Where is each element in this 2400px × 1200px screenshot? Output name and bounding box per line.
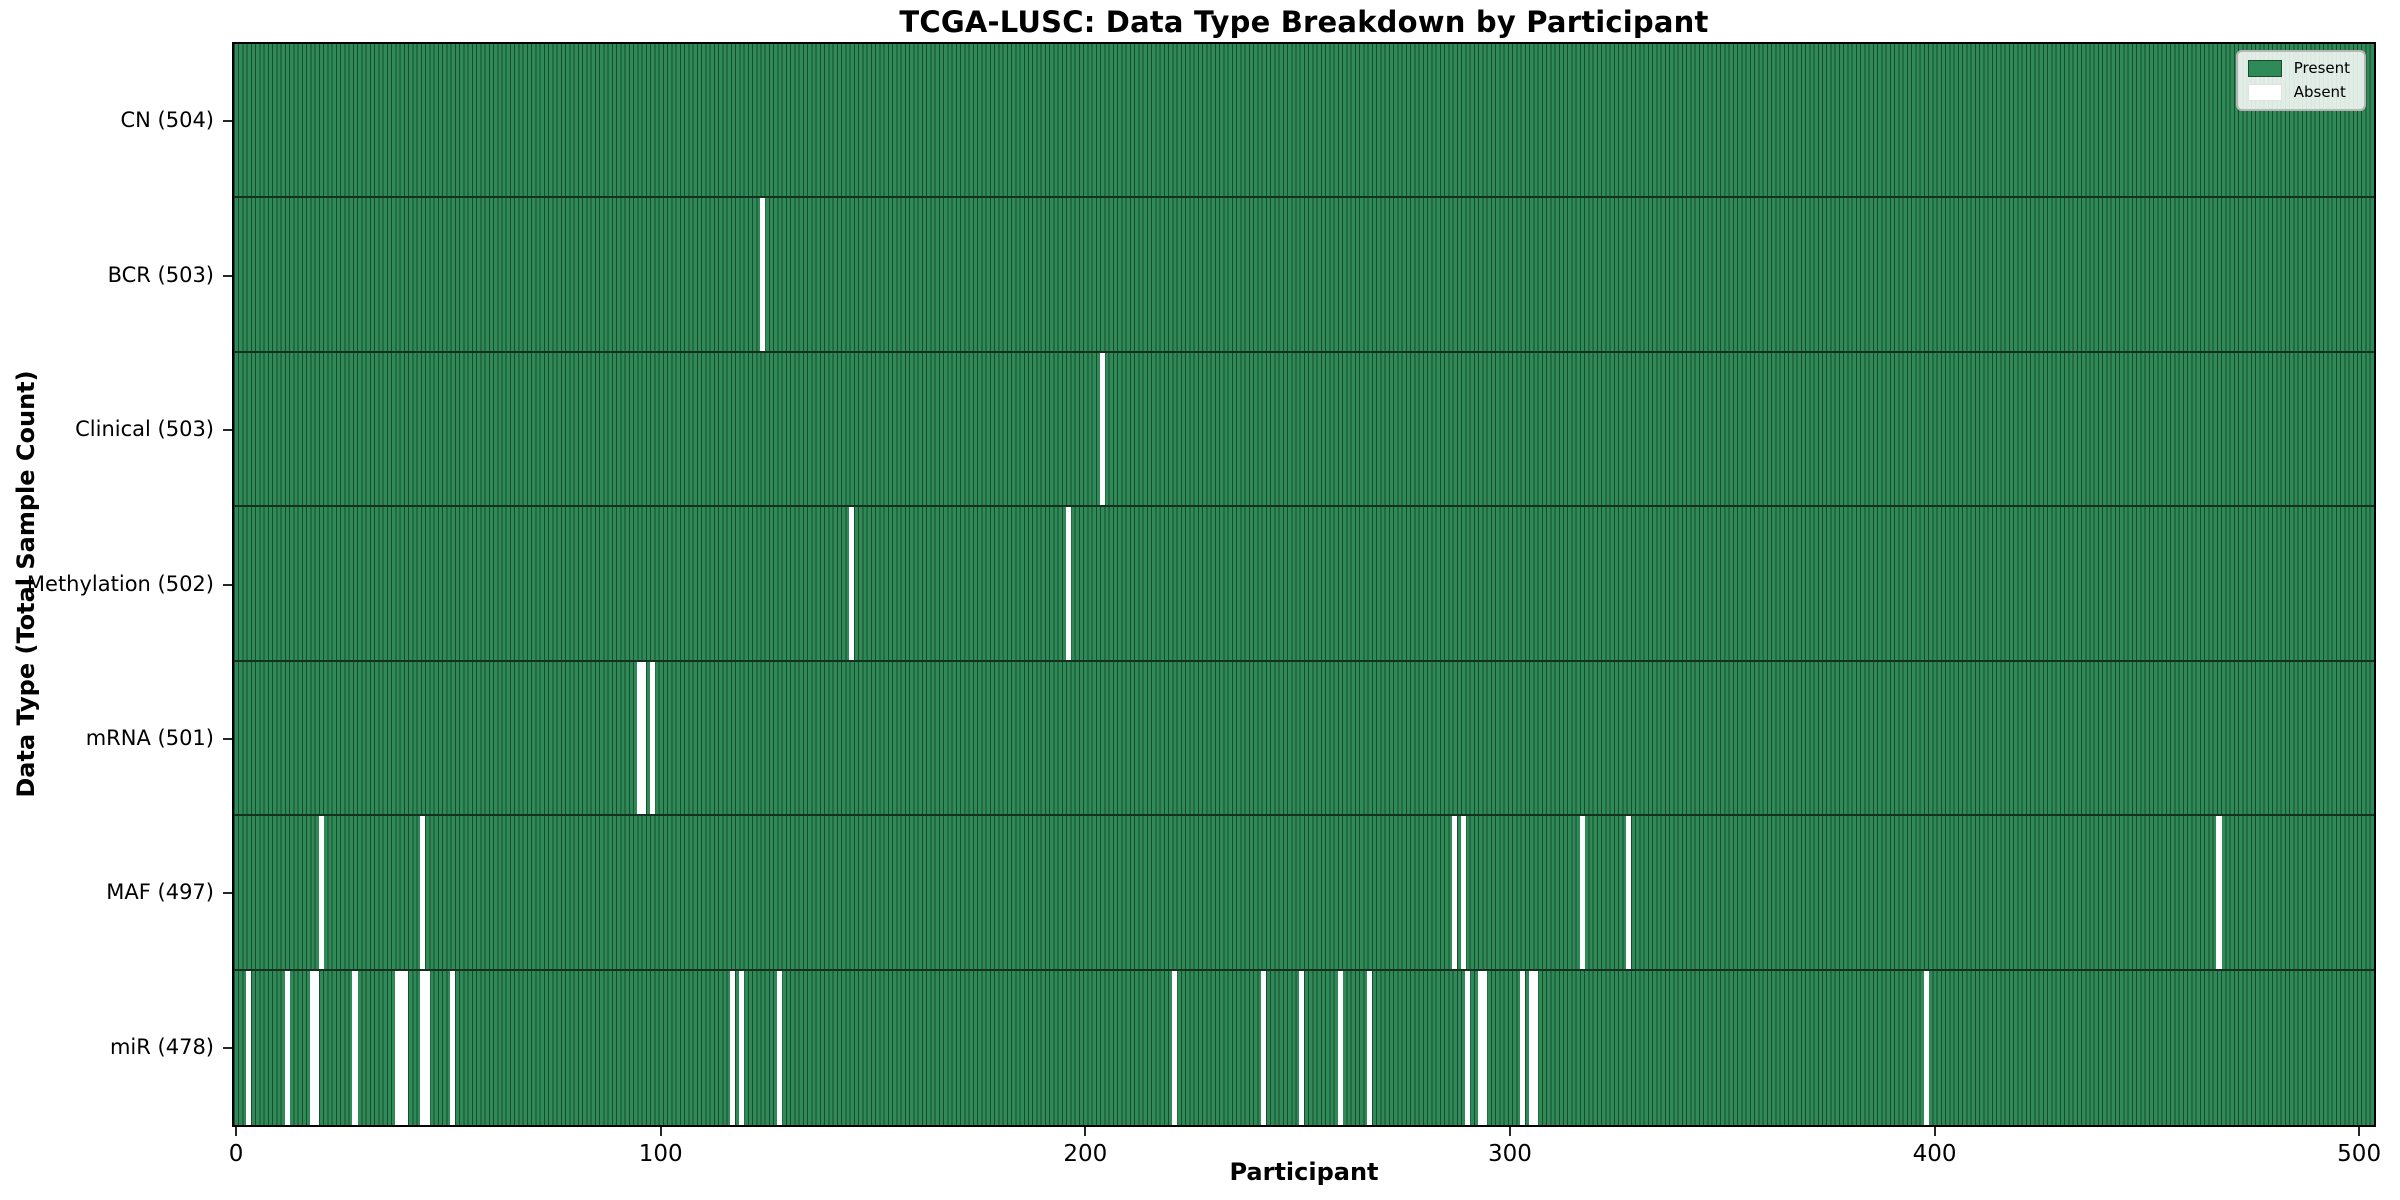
y-tick-mark: [223, 737, 232, 740]
absent-gap: [1171, 970, 1177, 1125]
absent-gap: [1626, 816, 1632, 969]
absent-gap: [318, 816, 324, 969]
y-tick-mark: [223, 583, 232, 586]
y-tick-label: CN (504): [120, 108, 214, 133]
x-tick-mark: [659, 1127, 662, 1136]
y-tick-label: Methylation (502): [26, 571, 214, 596]
absent-gap: [649, 661, 655, 815]
absent-gap: [1481, 970, 1487, 1125]
absent-gap: [420, 970, 426, 1125]
absent-gap: [246, 970, 252, 1125]
absent-gap: [730, 970, 736, 1125]
heatmap-row-methylation: [234, 507, 2374, 662]
heatmap-rows: [234, 44, 2374, 1125]
absent-gap: [284, 970, 290, 1125]
legend-swatch-present-icon: [2247, 60, 2282, 77]
heatmap-row-mrna: [234, 661, 2374, 817]
absent-gap: [399, 970, 405, 1125]
absent-gap: [777, 970, 783, 1125]
heatmap-row-mir: [234, 970, 2374, 1125]
absent-gap: [738, 970, 744, 1125]
y-tick-label: Clinical (503): [75, 417, 214, 442]
chart-title: TCGA-LUSC: Data Type Breakdown by Partic…: [899, 5, 1709, 39]
absent-gap: [1532, 970, 1538, 1125]
heatmap-row-bcr: [234, 198, 2374, 353]
legend-label-present: Present: [2293, 59, 2350, 77]
x-tick-mark: [235, 1127, 238, 1136]
y-tick-label: miR (478): [109, 1034, 214, 1059]
heatmap-row-maf: [234, 816, 2374, 971]
absent-gap: [403, 970, 409, 1125]
x-tick-mark: [2358, 1127, 2361, 1136]
x-tick-label: 0: [228, 1141, 244, 1167]
x-tick-label: 500: [2337, 1141, 2382, 1167]
x-tick-label: 100: [638, 1141, 683, 1167]
legend-label-absent: Absent: [2293, 83, 2346, 101]
absent-gap: [1065, 507, 1071, 660]
y-tick-label: BCR (503): [107, 262, 214, 287]
absent-gap: [1299, 970, 1305, 1125]
absent-gap: [636, 661, 642, 815]
y-tick-mark: [223, 1046, 232, 1049]
absent-gap: [760, 198, 766, 351]
plot-area: Present Absent: [232, 42, 2376, 1127]
x-tick-label: 300: [1487, 1141, 1532, 1167]
y-tick-mark: [223, 892, 232, 895]
absent-gap: [1460, 816, 1466, 969]
absent-gap: [1367, 970, 1373, 1125]
x-tick-label: 400: [1912, 1141, 1957, 1167]
absent-gap: [352, 970, 358, 1125]
x-tick-mark: [1084, 1127, 1087, 1136]
y-tick-label: MAF (497): [106, 880, 214, 905]
absent-gap: [1528, 970, 1534, 1125]
y-tick-mark: [223, 274, 232, 277]
x-tick-mark: [1508, 1127, 1511, 1136]
absent-gap: [1261, 970, 1267, 1125]
absent-gap: [2216, 816, 2222, 969]
absent-gap: [314, 970, 320, 1125]
absent-gap: [424, 970, 430, 1125]
legend-swatch-absent-icon: [2247, 84, 2282, 101]
absent-gap: [394, 970, 400, 1125]
absent-gap: [420, 816, 426, 969]
absent-gap: [450, 970, 456, 1125]
y-tick-mark: [223, 429, 232, 432]
absent-gap: [641, 661, 647, 815]
absent-gap: [1464, 970, 1470, 1125]
absent-gap: [1337, 970, 1343, 1125]
x-tick-label: 200: [1063, 1141, 1108, 1167]
absent-gap: [310, 970, 316, 1125]
legend-item-absent: Absent: [2247, 83, 2350, 101]
absent-gap: [1099, 352, 1105, 506]
x-axis-label: Participant: [1229, 1158, 1379, 1186]
legend: Present Absent: [2235, 50, 2366, 111]
x-tick-mark: [1933, 1127, 1936, 1136]
heatmap-row-cn: [234, 44, 2374, 199]
absent-gap: [1923, 970, 1929, 1125]
absent-gap: [849, 507, 855, 660]
absent-gap: [1520, 970, 1526, 1125]
y-tick-label: mRNA (501): [85, 725, 214, 750]
absent-gap: [1452, 816, 1458, 969]
absent-gap: [1579, 816, 1585, 969]
legend-item-present: Present: [2247, 59, 2350, 77]
absent-gap: [1477, 970, 1483, 1125]
heatmap-row-clinical: [234, 352, 2374, 508]
y-tick-mark: [223, 120, 232, 123]
